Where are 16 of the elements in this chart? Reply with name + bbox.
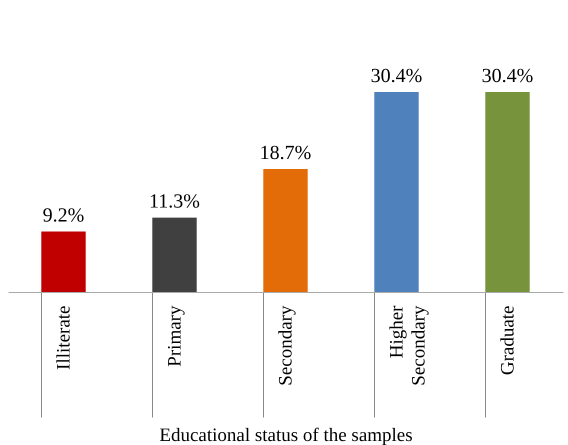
x-tick-label: Secondary (276, 305, 296, 386)
data-label: 11.3% (149, 190, 200, 213)
data-label: 18.7% (260, 142, 312, 164)
x-tick-label: Graduate (498, 306, 518, 376)
bar (152, 218, 197, 292)
data-label: 30.4% (370, 65, 422, 87)
data-label: 30.4% (482, 65, 534, 87)
bar (41, 231, 86, 292)
data-label: 9.2% (42, 204, 84, 226)
bar (374, 92, 419, 292)
x-tick-label: Higher Secondary (386, 304, 430, 386)
x-axis-title: Educational status of the samples (159, 425, 413, 445)
x-tick-label: Illiterate (54, 306, 74, 370)
bar (485, 92, 530, 292)
bar (263, 168, 308, 292)
x-tick-label: Primary (164, 305, 186, 367)
